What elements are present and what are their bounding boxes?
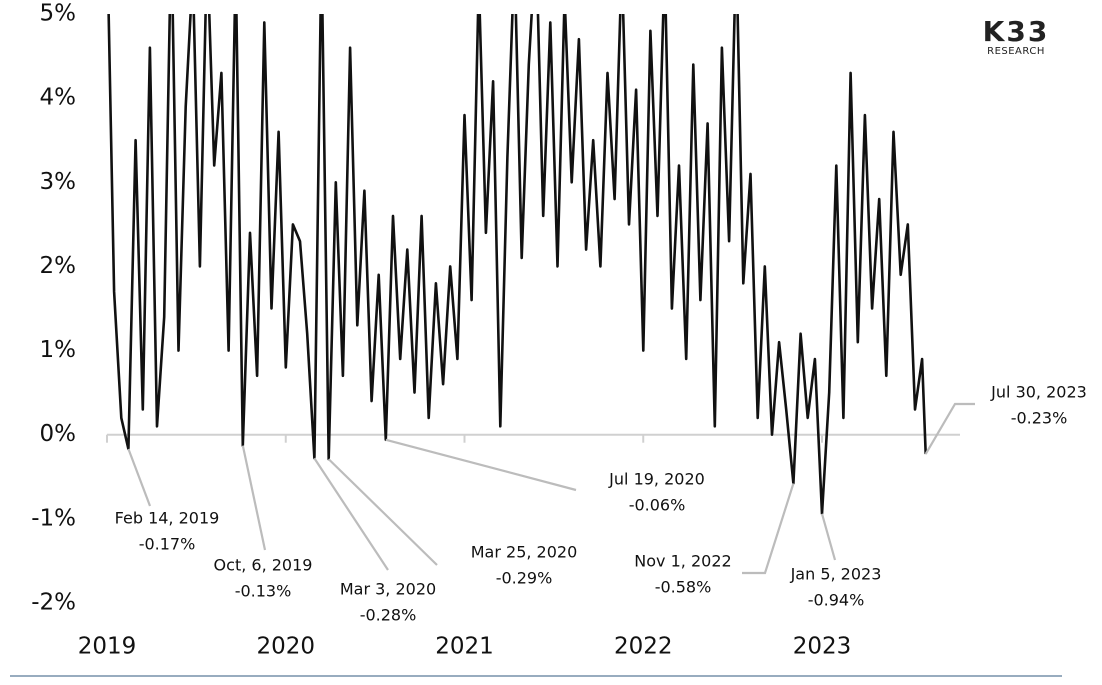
annotation-value: -0.58% [655,578,712,597]
x-tick-label: 2020 [256,634,315,660]
annotation-leader [241,445,267,551]
annotation-leader [924,402,975,455]
y-tick-label: 4% [40,85,77,111]
logo-name: K33 [983,15,1050,48]
annotation-value: -0.23% [1011,409,1068,428]
annotation-leader [313,457,389,571]
x-tick-label: 2023 [793,634,852,660]
annotation-value: -0.94% [808,591,865,610]
y-tick-label: 0% [40,421,77,447]
annotation-leader [820,513,837,561]
x-tick-label: 2019 [78,634,137,660]
annotation-value: -0.17% [139,535,196,554]
annotation-leader [742,483,795,575]
annotation-date: Feb 14, 2019 [115,509,220,528]
annotation-date: Jul 19, 2020 [608,470,705,489]
y-tick-label: -1% [31,505,76,531]
logo-subtitle: RESEARCH [987,46,1045,57]
annotation-date: Mar 25, 2020 [471,543,578,562]
annotation-value: -0.28% [360,606,417,625]
annotation-value: -0.13% [235,582,292,601]
y-tick-label: 5% [40,1,77,27]
annotation-value: -0.29% [496,569,553,588]
annotation-date: Jul 30, 2023 [990,383,1087,402]
data-line [107,14,927,516]
annotation-leader [327,458,438,566]
annotation-date: Mar 3, 2020 [340,580,436,599]
y-tick-label: 2% [40,253,77,279]
x-tick-label: 2021 [435,634,494,660]
annotation-date: Oct, 6, 2019 [214,556,313,575]
annotation-date: Jan 5, 2023 [790,565,882,584]
y-tick-label: 3% [40,169,77,195]
annotation-leader [127,448,152,507]
y-tick-label: -2% [31,590,76,616]
x-tick-label: 2022 [614,634,673,660]
annotation-value: -0.06% [629,496,686,515]
annotation-date: Nov 1, 2022 [634,552,731,571]
y-tick-label: 1% [40,337,77,363]
annotation-leader [385,438,577,492]
